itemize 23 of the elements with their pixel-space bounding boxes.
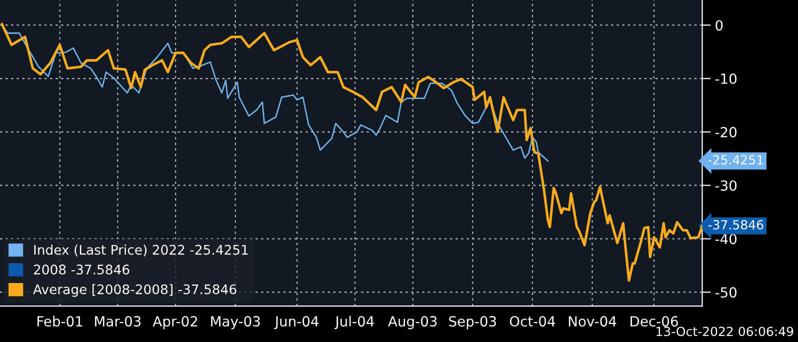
x-tick-label: Dec-06 <box>630 316 678 327</box>
x-tick-label: Oct-04 <box>510 316 556 327</box>
y-tick-label: -30 <box>715 180 737 191</box>
text: -25.4251 <box>708 155 763 165</box>
x-tick-label: Apr-02 <box>152 316 198 330</box>
y-tick-label: -50 <box>715 287 737 298</box>
y-tick-label: 0 <box>716 20 723 31</box>
x-tick-label: Sep-03 <box>449 316 496 330</box>
x-tick-label: Feb-01 <box>38 316 82 327</box>
x-tick-label: Jul-04 <box>334 316 374 330</box>
legend-label: Index (Last Price) 2022 -25.4251 <box>34 244 248 256</box>
legend-label: 2008 -37.5846 <box>34 264 130 275</box>
legend-label: Average [2008-2008] -37.5846 <box>33 284 236 297</box>
y-tick-label: -10 <box>715 73 737 84</box>
x-tick-label: Mar-03 <box>95 316 141 327</box>
text: 13-Oct-2022 06:06:49 <box>656 326 794 336</box>
text: -37.5846 <box>708 220 764 230</box>
x-tick-label: Jun-04 <box>274 316 319 330</box>
y-tick-label: -20 <box>715 126 737 138</box>
x-tick-label: Aug-03 <box>388 316 437 330</box>
x-tick-label: Nov-04 <box>568 316 616 327</box>
y-tick-label: -40 <box>715 234 737 244</box>
x-tick-label: May-03 <box>211 316 260 330</box>
